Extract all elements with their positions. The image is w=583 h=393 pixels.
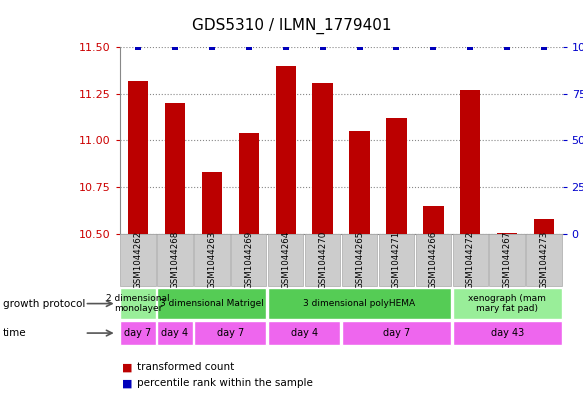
Bar xyxy=(268,321,340,345)
Text: 2 dimensional
monolayer: 2 dimensional monolayer xyxy=(106,294,170,313)
Bar xyxy=(526,234,562,286)
Bar xyxy=(202,172,222,234)
Bar xyxy=(460,90,480,234)
Text: 3 dimensional Matrigel: 3 dimensional Matrigel xyxy=(160,299,264,308)
Text: xenograph (mam
mary fat pad): xenograph (mam mary fat pad) xyxy=(468,294,546,313)
Text: GDS5310 / ILMN_1779401: GDS5310 / ILMN_1779401 xyxy=(192,18,391,34)
Bar xyxy=(268,288,451,319)
Text: day 4: day 4 xyxy=(290,328,318,338)
Text: GSM1044270: GSM1044270 xyxy=(318,231,327,290)
Text: GSM1044268: GSM1044268 xyxy=(170,231,180,290)
Bar xyxy=(423,206,444,234)
Text: day 7: day 7 xyxy=(217,328,244,338)
Bar xyxy=(342,234,377,286)
Text: GSM1044262: GSM1044262 xyxy=(134,231,142,290)
Bar xyxy=(379,234,414,286)
Text: transformed count: transformed count xyxy=(137,362,234,373)
Text: ■: ■ xyxy=(122,362,133,373)
Text: 3 dimensional polyHEMA: 3 dimensional polyHEMA xyxy=(304,299,416,308)
Text: GSM1044267: GSM1044267 xyxy=(503,231,512,290)
Text: percentile rank within the sample: percentile rank within the sample xyxy=(137,378,313,388)
Bar xyxy=(452,288,562,319)
Bar xyxy=(534,219,554,234)
Bar xyxy=(157,321,192,345)
Bar xyxy=(349,131,370,234)
Text: GSM1044265: GSM1044265 xyxy=(355,231,364,290)
Bar xyxy=(416,234,451,286)
Text: day 7: day 7 xyxy=(124,328,152,338)
Text: day 43: day 43 xyxy=(490,328,524,338)
Bar xyxy=(194,321,266,345)
Bar xyxy=(276,66,296,234)
Bar xyxy=(157,288,266,319)
Bar xyxy=(128,81,148,234)
Text: GSM1044271: GSM1044271 xyxy=(392,231,401,290)
Bar xyxy=(387,118,406,234)
Bar xyxy=(120,288,156,319)
Text: time: time xyxy=(3,328,27,338)
Bar xyxy=(238,133,259,234)
Text: GSM1044269: GSM1044269 xyxy=(244,231,253,289)
Bar xyxy=(231,234,266,286)
Bar xyxy=(120,321,156,345)
Bar xyxy=(165,103,185,234)
Text: GSM1044266: GSM1044266 xyxy=(429,231,438,290)
Bar xyxy=(342,321,451,345)
Text: day 7: day 7 xyxy=(383,328,410,338)
Bar xyxy=(305,234,340,286)
Bar xyxy=(120,234,156,286)
Bar xyxy=(452,234,488,286)
Bar xyxy=(157,234,192,286)
Text: day 4: day 4 xyxy=(161,328,188,338)
Text: GSM1044264: GSM1044264 xyxy=(281,231,290,290)
Bar xyxy=(312,83,333,234)
Text: GSM1044273: GSM1044273 xyxy=(540,231,549,290)
Text: GSM1044263: GSM1044263 xyxy=(208,231,216,290)
Bar xyxy=(194,234,230,286)
Bar xyxy=(490,234,525,286)
Text: GSM1044272: GSM1044272 xyxy=(466,231,475,290)
Bar xyxy=(497,233,517,234)
Text: ■: ■ xyxy=(122,378,133,388)
Text: growth protocol: growth protocol xyxy=(3,299,85,309)
Bar xyxy=(452,321,562,345)
Bar xyxy=(268,234,303,286)
